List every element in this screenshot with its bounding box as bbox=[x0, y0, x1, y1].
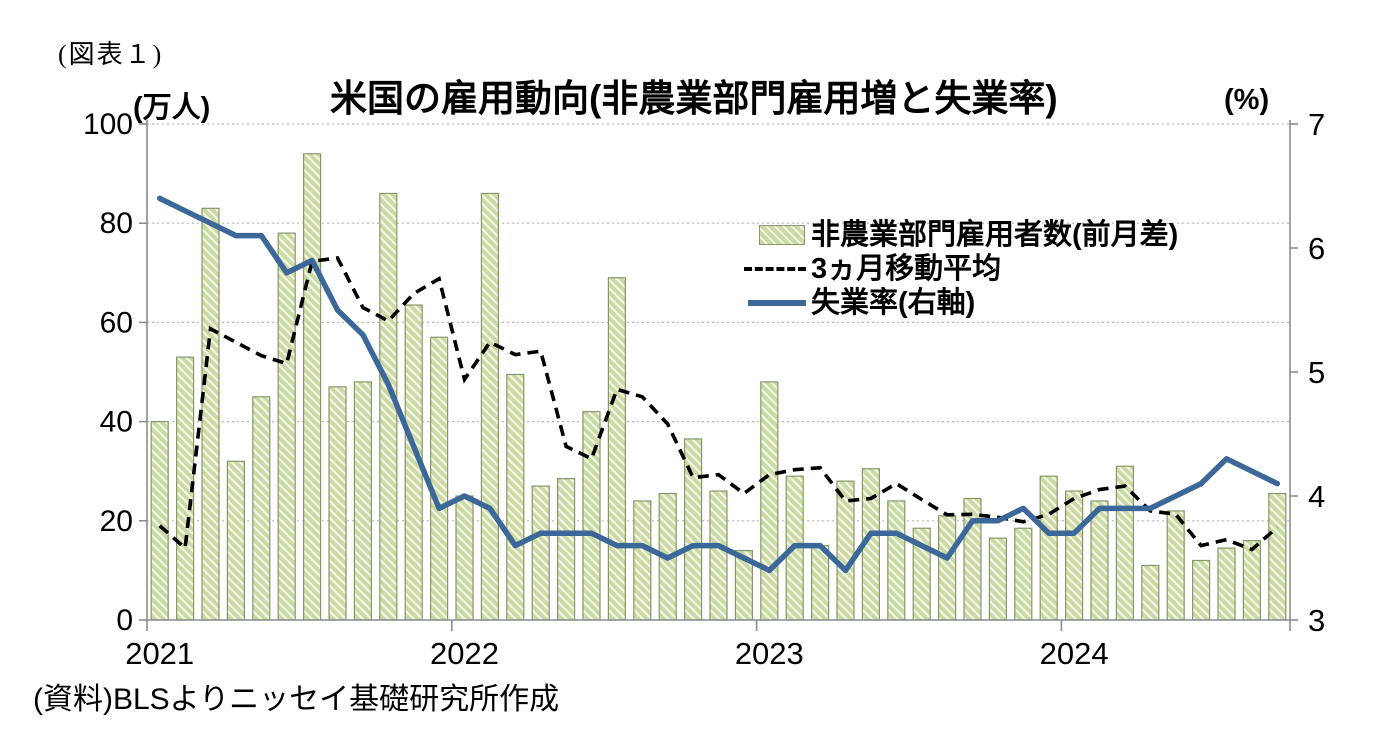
legend-moving-average-label: 3ヵ月移動平均 bbox=[811, 253, 1002, 285]
legend-item-moving-average: 3ヵ月移動平均 bbox=[744, 252, 1178, 286]
svg-text:100: 100 bbox=[83, 108, 133, 141]
chart-title: 米国の雇用動向(非農業部門雇用増と失業率) bbox=[330, 78, 1058, 119]
svg-text:20: 20 bbox=[100, 505, 133, 538]
left-axis-unit-label: (万人) bbox=[133, 92, 211, 124]
right-axis-unit-label: (%) bbox=[1224, 84, 1270, 116]
svg-text:6: 6 bbox=[1308, 231, 1325, 266]
figure-label: (図表１) bbox=[58, 40, 164, 69]
svg-text:2024: 2024 bbox=[1040, 636, 1109, 671]
moving-average-dashed-line-icon bbox=[744, 267, 806, 271]
payroll-bar-swatch-icon bbox=[759, 225, 805, 245]
svg-text:2022: 2022 bbox=[430, 636, 499, 671]
legend-item-unemployment: 失業率(右軸) bbox=[744, 286, 1178, 320]
svg-text:40: 40 bbox=[100, 406, 133, 439]
legend-payroll-label: 非農業部門雇用者数(前月差) bbox=[811, 219, 1179, 251]
svg-text:2021: 2021 bbox=[125, 636, 194, 671]
svg-text:3: 3 bbox=[1308, 603, 1325, 638]
svg-text:7: 7 bbox=[1308, 107, 1325, 142]
svg-text:60: 60 bbox=[100, 306, 133, 339]
svg-text:2023: 2023 bbox=[735, 636, 804, 671]
legend-unemployment-label: 失業率(右軸) bbox=[811, 287, 976, 319]
svg-text:5: 5 bbox=[1308, 355, 1325, 390]
svg-text:4: 4 bbox=[1308, 479, 1325, 514]
source-note: (資料)BLSよりニッセイ基礎研究所作成 bbox=[33, 683, 560, 716]
legend: 非農業部門雇用者数(前月差) 3ヵ月移動平均 失業率(右軸) bbox=[744, 218, 1178, 320]
svg-text:0: 0 bbox=[116, 604, 133, 637]
svg-text:80: 80 bbox=[100, 207, 133, 240]
unemployment-solid-line-icon bbox=[748, 300, 806, 306]
legend-item-payroll: 非農業部門雇用者数(前月差) bbox=[744, 218, 1178, 252]
